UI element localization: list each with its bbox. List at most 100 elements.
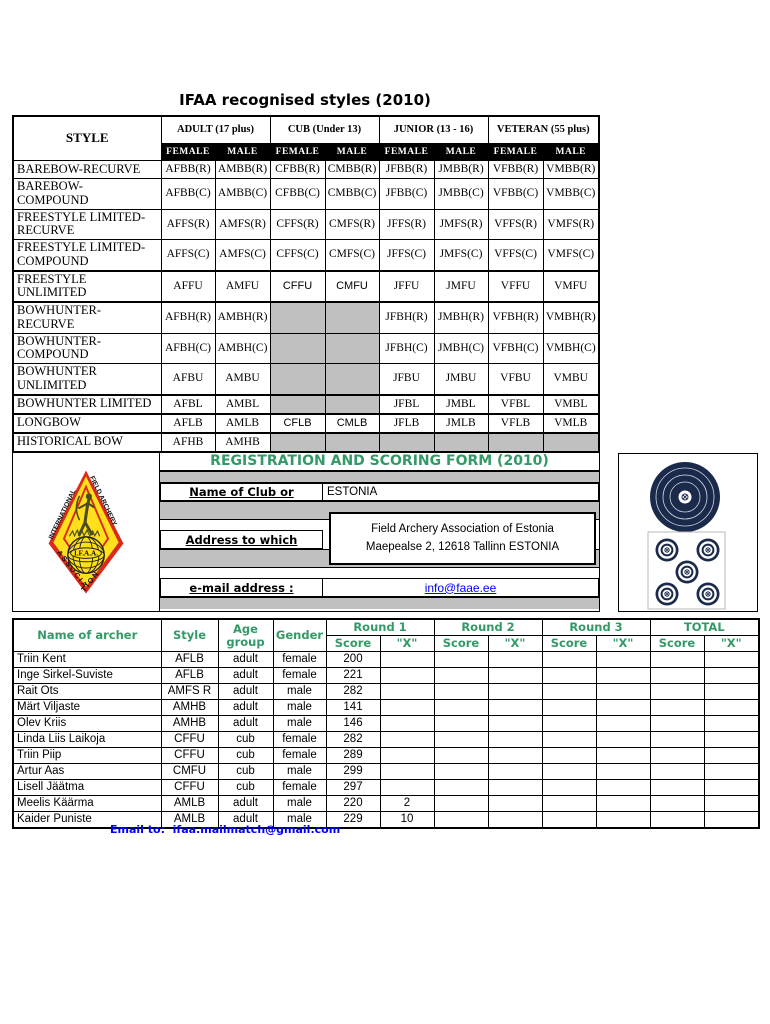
styles-header-row: STYLE ADULT (17 plus) CUB (Under 13) JUN… xyxy=(12,115,600,161)
style-code-cell: JMFS(C) xyxy=(433,239,489,271)
total-x-cell xyxy=(703,795,760,812)
round3-score-cell xyxy=(541,811,597,829)
round2-x-cell xyxy=(487,683,543,700)
style-row: HISTORICAL BOW AFHB AMHB xyxy=(12,431,600,452)
round2-score-cell xyxy=(433,699,489,716)
round2-score-cell xyxy=(433,811,489,829)
style-code-cell: CFFS(R) xyxy=(269,208,326,240)
round2-x-cell xyxy=(487,667,543,684)
round3-score-cell xyxy=(541,763,597,780)
style-code-cell: AFBL xyxy=(160,393,216,414)
mailmatch-email-link[interactable]: ifaa.mailmatch@gmail.com xyxy=(172,823,341,836)
style-name: BOWHUNTER UNLIMITED xyxy=(12,363,162,395)
round2-x-cell xyxy=(487,763,543,780)
style-code-cell: JFBU xyxy=(378,363,435,395)
round1-score-cell: 229 xyxy=(325,811,381,829)
style-code-cell: JFFS(C) xyxy=(378,239,435,271)
total-x-cell xyxy=(703,667,760,684)
archer-gender: female xyxy=(272,651,327,668)
round1-score-cell: 282 xyxy=(325,731,381,748)
style-name: HISTORICAL BOW xyxy=(12,431,162,452)
archer-row: Artur Aas CMFU cub male 299 xyxy=(12,763,760,780)
header-round-2: Round 2 xyxy=(433,618,543,636)
style-name: FREESTYLE LIMITED- COMPOUND xyxy=(12,239,162,271)
small-target-icon xyxy=(696,582,720,606)
address-line-1: Field Archery Association of Estonia xyxy=(371,522,554,535)
total-score-cell xyxy=(649,667,705,684)
style-code-cell-empty xyxy=(487,431,544,452)
header-x: "X" xyxy=(595,635,651,652)
style-code-cell: CFBB(C) xyxy=(269,178,326,210)
archer-style: CFFU xyxy=(160,747,219,764)
subheader-female: FEMALE xyxy=(160,143,216,161)
total-x-cell xyxy=(703,715,760,732)
big-target-icon xyxy=(650,462,720,532)
style-name: BAREBOW-RECURVE xyxy=(12,160,162,179)
club-name-label: Name of Club or xyxy=(160,483,323,501)
style-row: BAREBOW- COMPOUND AFBB(C) AMBB(C) CFBB(C) CM… xyxy=(12,178,600,210)
round3-x-cell xyxy=(595,747,651,764)
round2-x-cell xyxy=(487,731,543,748)
archer-gender: male xyxy=(272,795,327,812)
small-target-icon xyxy=(675,560,699,584)
style-name: FREESTYLE UNLIMITED xyxy=(12,269,162,303)
style-code-cell: JMBL xyxy=(433,393,489,414)
style-code-cell: VFFS(R) xyxy=(487,208,544,240)
round1-score-cell: 297 xyxy=(325,779,381,796)
subheader-female: FEMALE xyxy=(269,143,326,161)
style-code-cell: JFBH(R) xyxy=(378,301,435,334)
round2-x-cell xyxy=(487,699,543,716)
round1-score-cell: 200 xyxy=(325,651,381,668)
header-round-3: Round 3 xyxy=(541,618,651,636)
round1-score-cell: 299 xyxy=(325,763,381,780)
styles-table: STYLE ADULT (17 plus) CUB (Under 13) JUN… xyxy=(12,115,600,453)
style-code-cell: JMFS(R) xyxy=(433,208,489,240)
round2-score-cell xyxy=(433,779,489,796)
round1-x-cell xyxy=(379,747,435,764)
style-name: BOWHUNTER LIMITED xyxy=(12,393,162,414)
style-code-cell: JMBB(C) xyxy=(433,178,489,210)
archer-gender: male xyxy=(272,715,327,732)
round3-score-cell xyxy=(541,699,597,716)
club-email-link[interactable]: info@faae.ee xyxy=(424,580,497,595)
round1-x-cell: 2 xyxy=(379,795,435,812)
round3-score-cell xyxy=(541,747,597,764)
archer-style: AMLB xyxy=(160,795,219,812)
style-code-cell: VFBB(C) xyxy=(487,178,544,210)
total-score-cell xyxy=(649,795,705,812)
style-code-cell: JFBL xyxy=(378,393,435,414)
total-score-cell xyxy=(649,779,705,796)
total-score-cell xyxy=(649,683,705,700)
round2-score-cell xyxy=(433,747,489,764)
style-code-cell: VFFU xyxy=(487,269,544,303)
archer-age-group: adult xyxy=(217,795,274,812)
archer-name: Triin Piip xyxy=(12,747,162,764)
round1-score-cell: 221 xyxy=(325,667,381,684)
style-code-cell: JFFU xyxy=(378,269,435,303)
style-code-cell: CMBB(C) xyxy=(324,178,380,210)
archer-name: Lisell Jäätma xyxy=(12,779,162,796)
archer-row: Inge Sirkel-Suviste AFLB adult female 221 xyxy=(12,667,760,684)
round1-score-cell: 289 xyxy=(325,747,381,764)
style-code-cell-empty xyxy=(542,431,600,452)
email-row: e-mail address : info@faae.ee xyxy=(160,578,599,597)
header-score: Score xyxy=(541,635,597,652)
archer-age-group: adult xyxy=(217,811,274,829)
archer-gender: male xyxy=(272,763,327,780)
email-value-cell: info@faae.ee xyxy=(323,578,599,597)
round1-x-cell xyxy=(379,779,435,796)
archer-age-group: cub xyxy=(217,731,274,748)
style-row: FREESTYLE UNLIMITED AFFU AMFU CFFU CMFU JFFU J… xyxy=(12,269,600,303)
total-x-cell xyxy=(703,651,760,668)
style-code-cell-empty xyxy=(324,393,380,414)
style-row: BAREBOW-RECURVE AFBB(R) AMBB(R) CFBB(R) CMBB… xyxy=(12,160,600,179)
style-name: BOWHUNTER- COMPOUND xyxy=(12,332,162,364)
archer-age-group: adult xyxy=(217,715,274,732)
archer-row: Lisell Jäätma CFFU cub female 297 xyxy=(12,779,760,796)
registration-form: REGISTRATION AND SCORING FORM (2010) Nam… xyxy=(160,452,599,611)
style-code-cell: AMBU xyxy=(214,363,271,395)
style-code-cell: VMBH(C) xyxy=(542,332,600,364)
style-code-cell-empty xyxy=(324,332,380,364)
round1-x-cell xyxy=(379,715,435,732)
